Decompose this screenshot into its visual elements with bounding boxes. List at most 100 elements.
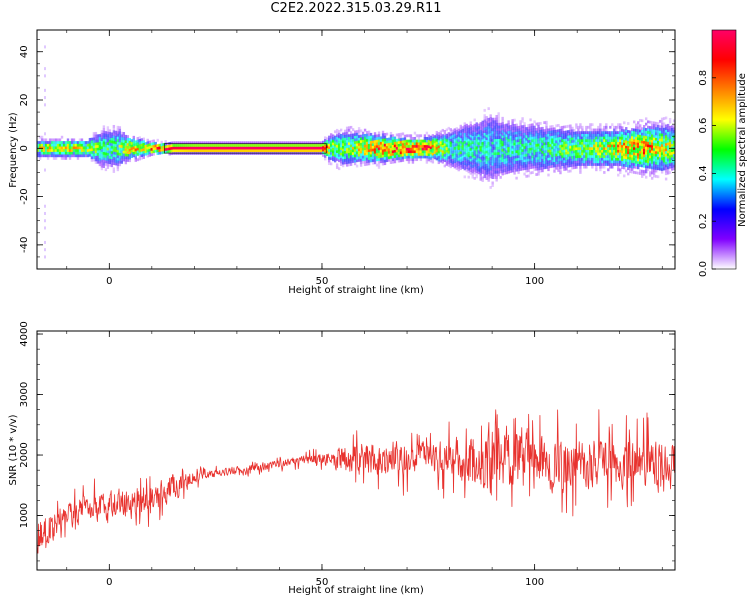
heatmap-y-tick-label: 0 [19,145,30,151]
heatmap-cell [96,142,100,146]
heatmap-cell [371,135,375,139]
heatmap-cell [174,149,177,153]
heatmap-cell [575,134,578,137]
heatmap-cell [343,156,347,160]
heatmap-cell [138,154,141,158]
heatmap-cell [254,149,257,153]
heatmap-cell [489,132,492,136]
heatmap-cell [102,135,106,139]
heatmap-cell [513,155,516,159]
heatmap-cell [385,153,389,157]
heatmap-cell [670,151,674,155]
heatmap-cell [347,126,351,130]
heatmap-cell [88,143,92,147]
heatmap-cell [419,150,423,154]
heatmap-cell [585,141,588,145]
heatmap-cell [387,148,391,152]
heatmap-cell [549,138,552,142]
heatmap-cell [150,142,153,146]
heatmap-cell [537,151,540,155]
heatmap-cell [276,149,279,153]
heatmap-cell [134,148,137,152]
heatmap-cell [529,126,532,130]
heatmap-cell [603,163,606,166]
heatmap-cell [419,134,423,138]
heatmap-cell [419,158,423,162]
heatmap-cell [188,143,191,147]
heatmap-cell [365,157,369,161]
heatmap-cell [226,149,229,153]
heatmap-cell [347,144,351,148]
heatmap-cell [662,159,666,163]
heatmap-cell [435,149,439,153]
heatmap-cell [104,152,108,156]
heatmap-cell [656,135,660,139]
heatmap-cell [240,149,243,153]
heatmap-cell [78,138,82,142]
heatmap-cell [102,162,106,166]
heatmap-cell [120,145,124,148]
heatmap-cell [499,122,502,126]
heatmap-cell [529,144,532,148]
heatmap-cell [106,134,110,138]
heatmap-cell [489,162,492,165]
heatmap-cell [381,149,385,153]
heatmap-cell [499,152,502,155]
heatmap-cell [654,151,658,154]
heatmap-cell [116,125,120,129]
heatmap-cell [236,149,239,153]
heatmap-cell [445,154,449,158]
heatmap-cell [591,165,594,169]
heatmap-cell [583,147,586,150]
heatmap-cell [84,143,88,147]
heatmap-cell [449,136,453,139]
heatmap-cell [56,143,60,147]
heatmap-cell [431,158,435,161]
heatmap-cell [531,149,534,153]
heatmap-cell [499,130,502,134]
heatmap-cell [607,149,610,153]
heatmap-cell [98,160,102,164]
heatmap-cell [429,151,433,155]
heatmap-cell [565,151,568,155]
heatmap-cell [110,143,114,146]
heatmap-cell [633,131,636,134]
heatmap-cell [631,162,634,166]
heatmap-cell [461,126,464,130]
heatmap-cell [529,155,532,159]
heatmap-cell [652,174,656,178]
heatmap-cell [453,152,456,156]
heatmap-cell [631,141,634,145]
heatmap-cell [642,170,646,173]
heatmap-cell [627,146,630,149]
heatmap-cell [399,140,403,144]
heatmap-cell [601,149,604,153]
heatmap-cell [573,142,576,146]
heatmap-cell [491,160,494,164]
heatmap-cell [357,129,361,133]
heatmap-cell [345,126,349,130]
heatmap-cell [310,146,313,150]
heatmap-cell [487,136,490,140]
heatmap-cell [66,154,70,158]
heatmap-cell [391,158,395,161]
heatmap-cell [527,142,530,146]
heatmap-cell [339,155,343,159]
heatmap-cell [126,143,130,146]
heatmap-cell [561,165,564,169]
heatmap-cell [471,170,474,174]
heatmap-cell [597,139,600,142]
heatmap-cell [539,169,542,173]
heatmap-cell [595,160,598,164]
heatmap-cell [607,141,610,145]
heatmap-cell [397,143,401,147]
heatmap-cell [433,153,437,157]
heatmap-cell [465,155,468,159]
heatmap-cell [656,167,660,171]
heatmap-cell [595,147,598,150]
heatmap-cell [325,145,329,149]
heatmap-cell [633,120,636,124]
heatmap-cell [553,159,556,163]
heatmap-cell [495,138,498,142]
